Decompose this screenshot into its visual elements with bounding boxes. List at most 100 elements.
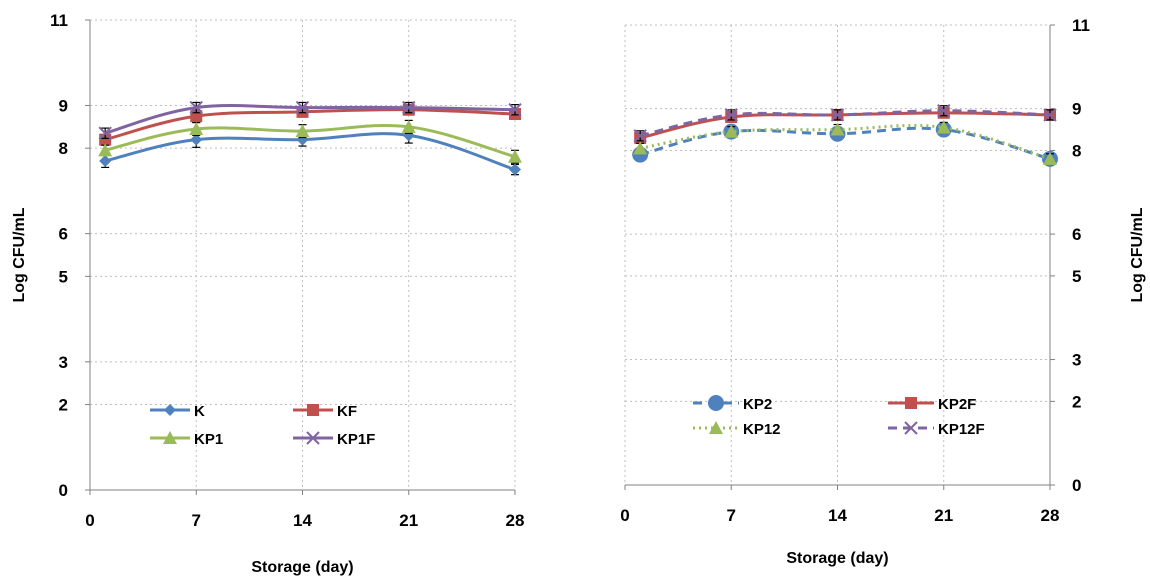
data-point [295, 124, 310, 138]
data-point [1043, 108, 1057, 122]
legend-item-kp1: KP1 [150, 431, 223, 448]
legend-label: KP2F [938, 396, 976, 413]
legend: K KF KP1 KP1F [150, 403, 375, 448]
y-tick-label: 6 [1072, 225, 1081, 244]
y-tick-label: 6 [59, 225, 68, 244]
data-point [937, 104, 951, 118]
data-point [402, 100, 416, 115]
data-point [633, 129, 647, 143]
legend: KP2 KP2F KP12 KP12F [693, 395, 985, 438]
gridlines [624, 24, 1051, 486]
data-point [295, 100, 310, 115]
y-tick-label: 5 [1072, 267, 1081, 286]
y-tick-label: 0 [1072, 476, 1081, 495]
data-point [830, 108, 845, 122]
data-point [98, 126, 112, 140]
y-axis-title: Log CFU/mL [1129, 207, 1146, 302]
data-point [508, 103, 522, 117]
series-kp1f [98, 100, 522, 140]
legend-label: K [194, 403, 205, 420]
y-tick-label: 2 [59, 396, 68, 415]
legend-item-kp12f: KP12F [888, 421, 985, 438]
data-point [633, 141, 648, 155]
legend-item-k: K [150, 403, 205, 420]
series-kp1 [98, 119, 522, 164]
series-kp2 [632, 121, 1058, 167]
y-tick-label: 3 [59, 353, 68, 372]
legend-marker [905, 397, 917, 409]
marker-stroke [98, 126, 112, 140]
y-tick-label: 5 [59, 267, 68, 286]
legend-item-kp12: KP12 [693, 421, 781, 438]
gridlines [89, 19, 516, 491]
legend-marker [307, 404, 319, 416]
marker-stroke [904, 421, 918, 435]
marker-stroke [189, 100, 203, 115]
series-line [104, 132, 516, 171]
data-point [401, 119, 416, 133]
data-point [1043, 151, 1057, 165]
legend-item-kf: KF [293, 403, 357, 420]
y-tick-label: 9 [59, 96, 68, 115]
marker-stroke [724, 108, 738, 122]
marker-stroke [830, 108, 845, 122]
legend-marker [306, 431, 320, 445]
legend-item-kp1f: KP1F [293, 431, 375, 448]
y-tick-label: 2 [1072, 392, 1081, 411]
legend-label: KP1 [194, 431, 223, 448]
y-tick-label: 11 [1072, 16, 1090, 35]
series-line [104, 104, 516, 135]
legend-label: KF [337, 403, 357, 420]
y-tick-label: 0 [59, 481, 68, 500]
y-tick-label: 11 [50, 11, 68, 30]
legend-label: KP1F [337, 431, 375, 448]
right-chart: 0 2 3 5 6 8 9 11 0 7 14 21 28 Storage (day) Log CFU/mL… [620, 16, 1146, 567]
legend-label: KP12F [938, 421, 985, 438]
y-tick-label: 8 [1072, 141, 1081, 160]
marker-stroke [633, 129, 647, 143]
data-point [724, 108, 738, 122]
legend-label: KP2 [743, 396, 772, 413]
y-axis-title: Log CFU/mL [11, 207, 28, 302]
legend-marker [164, 404, 176, 416]
x-tick-label: 14 [828, 506, 847, 525]
legend-marker [163, 431, 177, 444]
x-tick-label: 21 [934, 506, 953, 525]
legend-marker [709, 421, 723, 434]
x-tick-label: 28 [506, 511, 525, 530]
x-axis-title: Storage (day) [251, 559, 353, 576]
data-point [509, 163, 521, 176]
legend-marker [904, 421, 918, 435]
legend-marker [708, 395, 724, 411]
series-line [639, 123, 1051, 161]
marker-stroke [508, 103, 522, 117]
data-point [830, 122, 845, 136]
x-tick-label: 14 [293, 511, 312, 530]
y-tick-label: 8 [59, 139, 68, 158]
data-point [724, 124, 739, 138]
marker-stroke [1043, 108, 1057, 122]
marker-stroke [295, 100, 310, 115]
y-tick-label: 9 [1072, 100, 1081, 119]
legend-item-kp2f: KP2F [888, 396, 976, 413]
legend-item-kp2: KP2 [693, 395, 772, 413]
series-line [104, 123, 516, 159]
series-kp12 [633, 120, 1057, 165]
data-point [190, 133, 203, 146]
marker-stroke [402, 100, 416, 115]
data-point [98, 143, 113, 157]
series-kp12f [633, 104, 1057, 143]
x-tick-label: 0 [85, 511, 94, 530]
data-point [189, 100, 203, 115]
x-tick-label: 7 [727, 506, 736, 525]
data-point [508, 149, 522, 163]
x-tick-label: 0 [620, 506, 629, 525]
data-point [936, 120, 951, 134]
x-axis-title: Storage (day) [786, 550, 888, 567]
data-point [189, 121, 204, 135]
x-tick-label: 21 [399, 511, 418, 530]
x-tick-label: 7 [192, 511, 201, 530]
marker-stroke [306, 431, 320, 445]
marker-stroke [937, 104, 951, 118]
